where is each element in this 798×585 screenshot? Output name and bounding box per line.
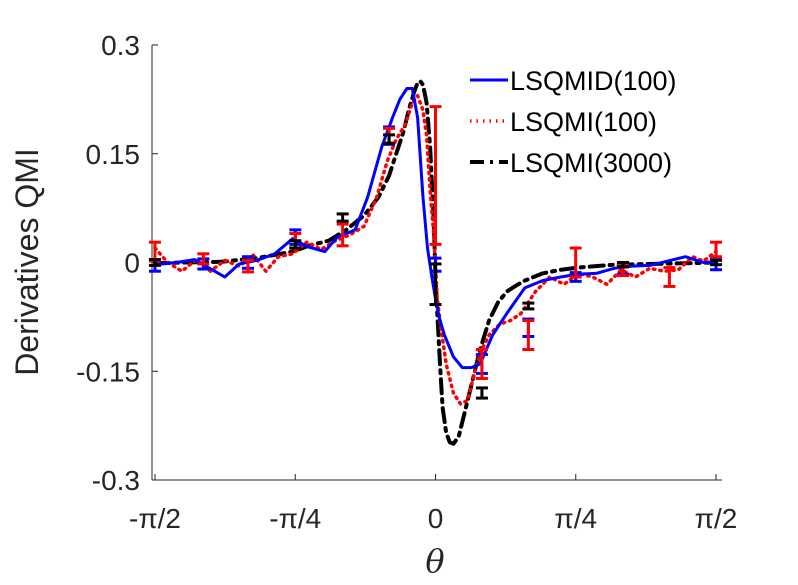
error-bar xyxy=(242,258,254,274)
y-tick-label: 0.15 xyxy=(86,139,141,170)
legend: LSQMID(100) LSQMI(100) LSQMI(3000) xyxy=(470,66,677,178)
x-tick-label: 0 xyxy=(428,503,444,534)
x-tick-label: π/4 xyxy=(554,503,597,534)
error-bar xyxy=(148,258,161,267)
y-axis-label: Derivatives QMI xyxy=(9,148,45,376)
error-bar xyxy=(336,222,349,248)
error-bar xyxy=(522,301,535,311)
y-ticks: 0.3 0.15 0 -0.15 -0.3 xyxy=(76,30,158,496)
x-ticks: -π/2 -π/4 0 π/4 π/2 xyxy=(129,474,737,534)
x-tick-label: π/2 xyxy=(695,503,738,534)
x-tick-label: -π/2 xyxy=(129,503,181,534)
y-tick-label: 0 xyxy=(124,248,140,279)
error-bar xyxy=(710,258,723,267)
error-bar xyxy=(475,386,488,400)
errorbar-layer xyxy=(148,105,723,400)
error-bar xyxy=(383,133,396,146)
error-bar xyxy=(617,261,629,269)
legend-label: LSQMI(100) xyxy=(510,107,657,137)
error-bar xyxy=(429,262,442,307)
error-bar xyxy=(522,319,535,351)
error-bar xyxy=(710,240,723,259)
error-bar xyxy=(429,105,442,246)
legend-label: LSQMID(100) xyxy=(510,66,677,96)
x-tick-label: -π/4 xyxy=(269,503,321,534)
x-axis-label: θ xyxy=(425,542,444,580)
y-tick-label: -0.15 xyxy=(76,356,140,387)
y-tick-label: 0.3 xyxy=(101,30,140,61)
error-bar xyxy=(475,348,488,380)
legend-label: LSQMI(3000) xyxy=(510,148,672,178)
error-bar xyxy=(289,239,302,250)
y-tick-label: -0.3 xyxy=(92,465,140,496)
error-bar xyxy=(663,266,676,288)
error-bar xyxy=(336,212,349,223)
error-bar xyxy=(197,252,210,266)
error-bar xyxy=(569,246,582,279)
